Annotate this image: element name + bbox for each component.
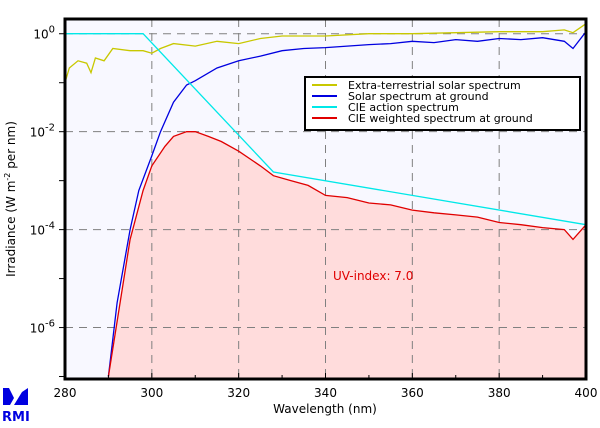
legend-label: Extra-terrestrial solar spectrum	[348, 79, 521, 92]
x-axis-label: Wavelength (nm)	[273, 402, 377, 416]
x-tick-label: 380	[488, 386, 511, 400]
x-tick-label: 300	[140, 386, 163, 400]
y-tick-label: 10-2	[30, 123, 55, 140]
x-tick-label: 320	[227, 386, 250, 400]
svg-text:RMI: RMI	[2, 410, 30, 424]
x-tick-label: 360	[401, 386, 424, 400]
y-tick-label: 100	[33, 25, 55, 42]
y-tick-label: 10-6	[30, 319, 55, 336]
x-tick-label: 340	[314, 386, 337, 400]
x-tick-label: 280	[54, 386, 77, 400]
legend-label: Solar spectrum at ground	[348, 90, 489, 103]
series-line-1	[107, 31, 587, 377]
series-line-3	[107, 131, 587, 377]
series-line-0	[64, 23, 587, 83]
y-axis-label: Irradiance (W m-2 per nm)	[3, 121, 18, 277]
rmi-logo: RMI	[2, 388, 30, 425]
legend-label: CIE action spectrum	[348, 101, 459, 114]
uv-index-annotation: UV-index: 7.0	[333, 269, 413, 283]
series-line-2	[65, 33, 587, 226]
legend-label: CIE weighted spectrum at ground	[348, 112, 533, 125]
y-tick-label: 10-4	[30, 221, 55, 238]
weighted-spectrum-fill	[108, 131, 587, 379]
x-tick-label: 400	[575, 386, 598, 400]
